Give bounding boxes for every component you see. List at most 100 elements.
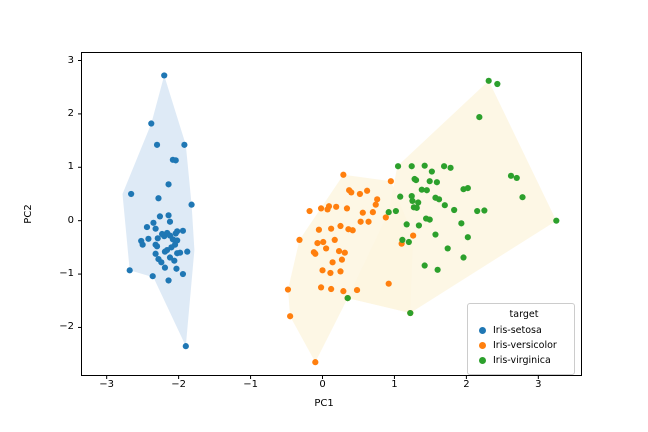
data-point xyxy=(315,226,323,233)
legend-entry[interactable]: Iris-versicolor xyxy=(475,338,567,353)
data-point xyxy=(158,259,165,266)
data-point xyxy=(287,313,294,320)
data-point xyxy=(365,218,372,225)
data-point xyxy=(165,212,172,219)
data-point xyxy=(126,267,133,274)
data-point xyxy=(328,225,335,232)
data-point xyxy=(128,190,135,198)
data-point xyxy=(408,193,415,200)
data-point xyxy=(158,230,166,238)
data-point xyxy=(397,193,404,200)
x-tick-label: 2 xyxy=(463,379,470,390)
data-point xyxy=(312,250,319,257)
data-point xyxy=(415,199,422,206)
data-point xyxy=(173,265,180,272)
data-point xyxy=(451,206,458,214)
data-point xyxy=(387,178,394,185)
data-point xyxy=(464,234,471,241)
data-point xyxy=(460,254,467,261)
data-point xyxy=(418,186,425,193)
data-point xyxy=(328,285,335,293)
data-point xyxy=(441,202,448,209)
data-point xyxy=(359,209,366,216)
data-point xyxy=(324,206,331,213)
data-point xyxy=(138,237,145,245)
data-point xyxy=(166,254,174,261)
data-point xyxy=(410,232,417,239)
data-point xyxy=(444,245,451,252)
data-point xyxy=(372,201,379,208)
data-point xyxy=(356,190,364,198)
data-point xyxy=(317,284,325,291)
data-points-group xyxy=(126,72,560,366)
data-point xyxy=(426,178,433,185)
data-point xyxy=(481,207,488,214)
data-point xyxy=(156,213,164,220)
data-point xyxy=(553,217,560,224)
legend-label: Iris-setosa xyxy=(493,325,542,336)
data-point xyxy=(166,232,174,239)
legend-label: Iris-versicolor xyxy=(493,340,557,351)
data-point xyxy=(172,230,179,237)
data-point xyxy=(155,195,162,202)
data-point xyxy=(344,294,351,302)
y-axis-label: PC2 xyxy=(23,204,34,224)
legend-entries: Iris-setosa Iris-versicolor Iris-virginica xyxy=(475,323,567,368)
x-tick-label: 1 xyxy=(391,379,398,390)
data-point xyxy=(426,216,433,223)
legend-entry[interactable]: Iris-setosa xyxy=(475,323,567,338)
x-axis-label: PC1 xyxy=(314,398,334,409)
data-point xyxy=(312,359,319,366)
data-point xyxy=(172,157,179,164)
x-tick-label: −3 xyxy=(99,379,115,390)
convex-hull-iris-setosa xyxy=(122,75,195,347)
data-point xyxy=(415,222,423,229)
data-point xyxy=(348,189,355,196)
data-point xyxy=(458,220,465,227)
legend-title: target xyxy=(509,309,539,320)
x-tick-label: −2 xyxy=(171,379,186,390)
legend-entry[interactable]: Iris-virginica xyxy=(475,353,567,368)
data-point xyxy=(284,286,292,293)
data-point xyxy=(143,223,151,231)
x-tick-label: 3 xyxy=(535,379,542,390)
data-point xyxy=(413,204,420,211)
convex-hull-iris-virginica xyxy=(347,80,557,313)
data-point xyxy=(432,231,439,238)
data-point xyxy=(513,174,520,182)
convex-hull-iris-versicolor xyxy=(288,174,414,363)
data-point xyxy=(385,280,392,287)
data-point xyxy=(317,205,325,212)
data-point xyxy=(306,207,313,215)
data-point xyxy=(319,267,326,274)
data-point xyxy=(161,264,169,271)
data-point xyxy=(333,203,340,210)
y-tick-label: 1 xyxy=(67,161,74,173)
data-point xyxy=(296,236,303,243)
data-point xyxy=(184,248,191,255)
data-point xyxy=(179,270,187,278)
data-point xyxy=(440,163,448,170)
data-point xyxy=(385,209,392,216)
data-point xyxy=(181,141,188,148)
x-tick-label: 0 xyxy=(319,379,326,390)
data-point xyxy=(153,141,161,148)
legend-marker-icon xyxy=(479,342,486,349)
data-point xyxy=(153,243,161,250)
data-point xyxy=(357,218,364,225)
y-tick-label: 3 xyxy=(67,54,74,66)
data-point xyxy=(179,227,187,234)
data-point xyxy=(394,163,402,170)
data-point xyxy=(329,259,336,266)
x-tick-label: −1 xyxy=(243,379,258,390)
y-tick-label: −2 xyxy=(59,321,74,333)
data-point xyxy=(507,172,515,179)
data-point xyxy=(434,266,441,273)
data-point xyxy=(152,225,159,232)
convex-hull-group xyxy=(122,75,557,363)
data-point xyxy=(369,209,376,216)
data-point xyxy=(168,244,175,251)
data-point xyxy=(405,238,412,246)
